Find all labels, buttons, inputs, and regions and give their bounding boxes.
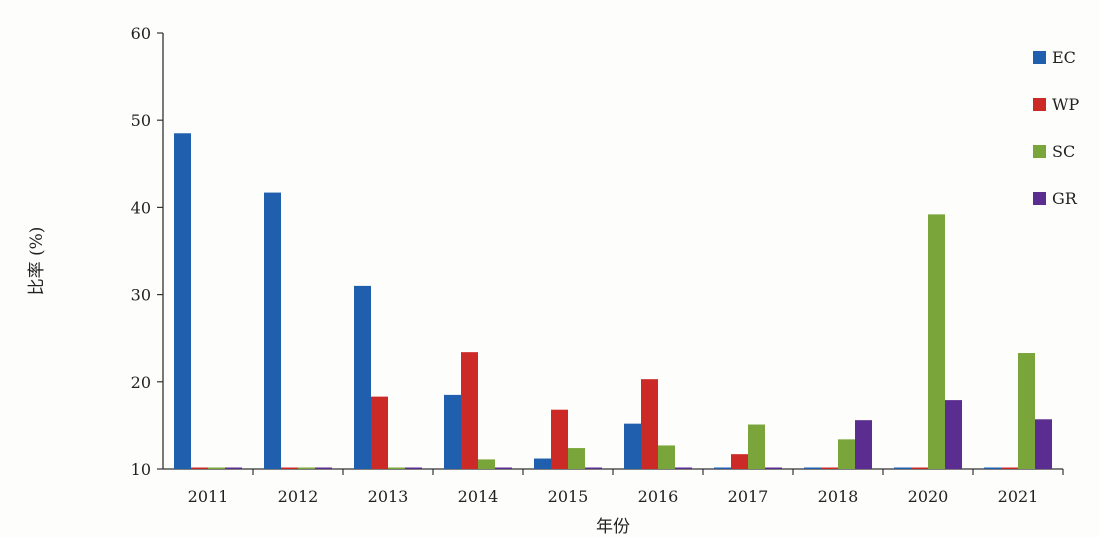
x-tick-label: 2015	[548, 487, 589, 506]
bar-wp-2013	[371, 396, 388, 469]
y-tick-label: 40	[131, 198, 151, 217]
bar-wp-2014	[461, 352, 478, 469]
bar-wp-2021	[1001, 467, 1018, 469]
bar-sc-2017	[748, 424, 765, 469]
bar-ec-2015	[534, 458, 551, 469]
bar-ec-2013	[354, 285, 371, 469]
bar-ec-2016	[624, 423, 641, 469]
bar-wp-2020	[911, 467, 928, 469]
bar-wp-2017	[731, 454, 748, 469]
x-tick-label: 2012	[278, 487, 319, 506]
legend-label-ec: EC	[1052, 48, 1076, 67]
y-tick-label: 10	[131, 460, 151, 479]
legend-swatch-sc	[1033, 145, 1046, 158]
bar-sc-2013	[388, 467, 405, 469]
bar-gr-2013	[405, 467, 422, 469]
x-axis-title: 年份	[596, 517, 630, 537]
bar-sc-2020	[928, 214, 945, 469]
bar-ec-2014	[444, 394, 461, 469]
x-tick-label: 2020	[908, 487, 949, 506]
bar-gr-2015	[585, 467, 602, 469]
bar-sc-2011	[208, 467, 225, 469]
bar-wp-2015	[551, 409, 568, 469]
bar-sc-2021	[1018, 353, 1035, 469]
legend-swatch-gr	[1033, 192, 1046, 205]
bar-gr-2018	[855, 420, 872, 469]
legend: EC WP SC GR	[1033, 48, 1079, 208]
bar-ec-2020	[894, 467, 911, 469]
bar-gr-2020	[945, 400, 962, 469]
bar-sc-2015	[568, 448, 585, 469]
bar-gr-2017	[765, 467, 782, 469]
bar-wp-2018	[821, 467, 838, 469]
legend-swatch-ec	[1033, 51, 1046, 64]
y-tick-label: 20	[131, 373, 151, 392]
legend-label-gr: GR	[1052, 189, 1078, 208]
bar-gr-2016	[675, 467, 692, 469]
bar-ec-2011	[174, 133, 191, 469]
bar-ec-2012	[264, 192, 281, 470]
bar-wp-2012	[281, 467, 298, 469]
x-tick-label: 2011	[188, 487, 229, 506]
bar-ec-2017	[714, 467, 731, 469]
bar-sc-2018	[838, 439, 855, 469]
x-tick-label: 2013	[368, 487, 409, 506]
bar-sc-2012	[298, 467, 315, 469]
legend-label-wp: WP	[1052, 95, 1079, 114]
bar-gr-2012	[315, 467, 332, 469]
bar-sc-2014	[478, 459, 495, 469]
bar-wp-2016	[641, 379, 658, 469]
axis-labels: 10 20 30 40 50 60 2011 2012 2013 2014 2015 2016 2017…	[27, 24, 1038, 537]
bar-gr-2011	[225, 467, 242, 469]
x-tick-label: 2021	[998, 487, 1039, 506]
bar-gr-2021	[1035, 419, 1052, 469]
legend-label-sc: SC	[1052, 142, 1075, 161]
bar-ec-2021	[984, 467, 1001, 469]
y-tick-label: 60	[131, 24, 151, 43]
legend-swatch-wp	[1033, 98, 1046, 111]
y-axis-title: 比率 (%)	[27, 227, 47, 296]
bars	[174, 133, 1052, 470]
bar-sc-2016	[658, 445, 675, 469]
bar-wp-2011	[191, 467, 208, 469]
bar-gr-2014	[495, 467, 512, 469]
x-tick-label: 2018	[818, 487, 859, 506]
x-tick-label: 2014	[458, 487, 499, 506]
axes	[157, 32, 1064, 475]
x-tick-label: 2017	[728, 487, 769, 506]
y-tick-label: 30	[131, 286, 151, 305]
x-tick-label: 2016	[638, 487, 679, 506]
y-tick-label: 50	[131, 111, 151, 130]
bar-ec-2018	[804, 467, 821, 469]
